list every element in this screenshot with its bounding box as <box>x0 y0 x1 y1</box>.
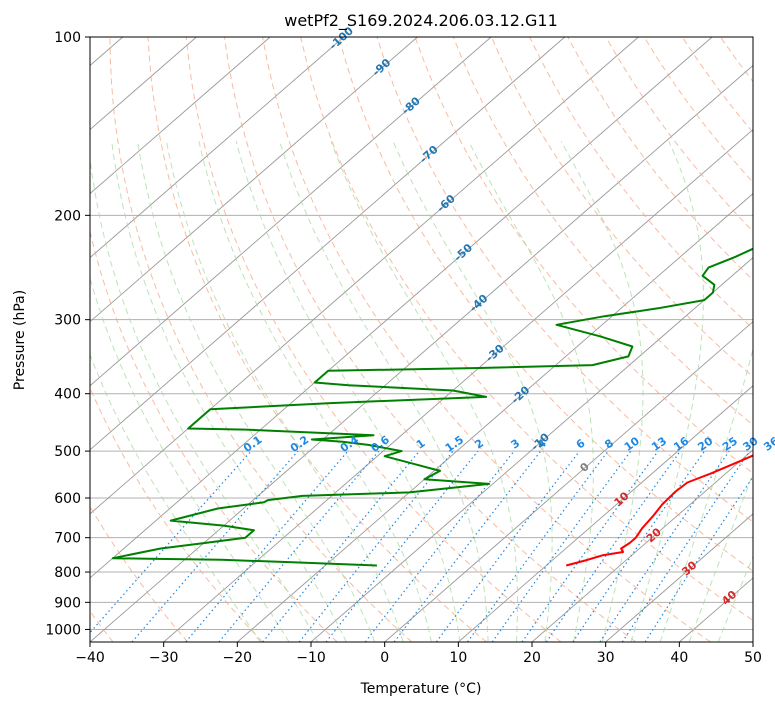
y-tick-label: 900 <box>54 595 81 611</box>
y-tick-label: 600 <box>54 491 81 507</box>
y-tick-label: 500 <box>54 444 81 460</box>
x-tick-label: 20 <box>523 650 541 666</box>
dry-adiabat-line <box>759 37 775 642</box>
y-tick-label: 800 <box>54 565 81 581</box>
chart-title: wetPf2_S169.2024.206.03.12.G11 <box>284 11 558 31</box>
y-tick-label: 700 <box>54 531 81 547</box>
x-axis-label: Temperature (°C) <box>360 681 482 697</box>
y-tick-label: 300 <box>54 313 81 329</box>
y-axis-label: Pressure (hPa) <box>12 290 28 390</box>
x-tick-label: 50 <box>744 650 762 666</box>
plot-background <box>90 37 753 642</box>
x-tick-label: 30 <box>597 650 615 666</box>
y-tick-label: 200 <box>54 208 81 224</box>
x-tick-label: 40 <box>670 650 688 666</box>
isotherm-line <box>753 37 775 642</box>
y-tick-label: 100 <box>54 30 81 46</box>
x-tick-label: −30 <box>149 650 179 666</box>
x-tick-label: 0 <box>380 650 389 666</box>
x-tick-label: −20 <box>223 650 253 666</box>
y-tick-label: 400 <box>54 387 81 403</box>
mixing-ratio-label: 36 <box>761 434 775 454</box>
x-tick-label: −40 <box>75 650 105 666</box>
x-tick-label: 10 <box>449 650 467 666</box>
y-tick-label: 1000 <box>45 622 81 638</box>
x-tick-label: −10 <box>296 650 326 666</box>
